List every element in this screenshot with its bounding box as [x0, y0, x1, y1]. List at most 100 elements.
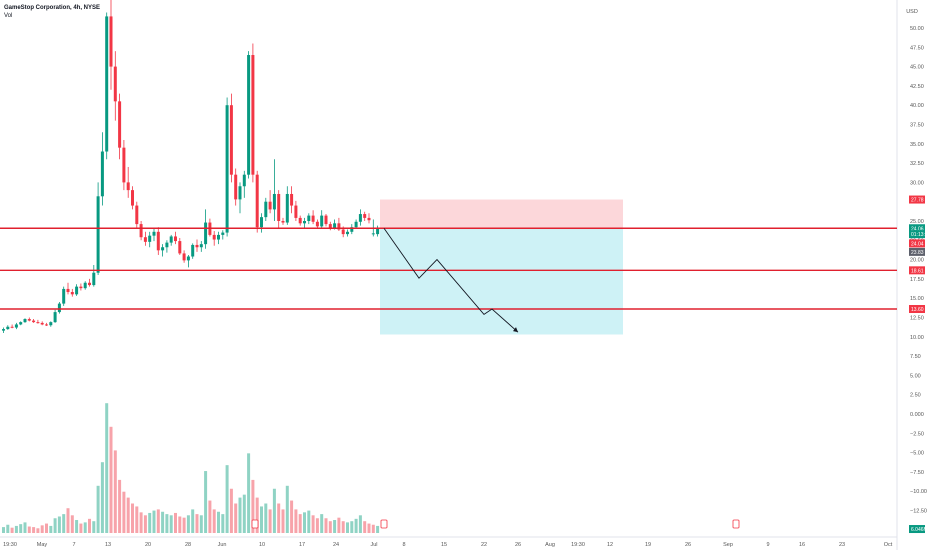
- symbol-title: GameStop Corporation, 4h, NYSE: [4, 5, 101, 11]
- candle: [79, 283, 83, 291]
- projection-path[interactable]: [383, 227, 519, 333]
- candle-body: [122, 147, 126, 183]
- volume-bar: [96, 485, 100, 533]
- volume-bar: [272, 488, 276, 533]
- volume-bar: [113, 450, 117, 533]
- volume-bar: [212, 509, 216, 533]
- candle: [234, 168, 238, 206]
- time-tick-label: 19:30: [571, 542, 585, 548]
- candle: [27, 317, 31, 322]
- price-tick-label: 35.00: [910, 142, 924, 148]
- time-tick-label: 28: [185, 542, 191, 548]
- price-tick-label: −2.50: [910, 431, 924, 437]
- price-tag: 13.60: [909, 305, 925, 314]
- volume-bar: [208, 500, 212, 533]
- candle: [264, 197, 268, 221]
- candle: [324, 214, 328, 227]
- volume-bar: [70, 515, 74, 533]
- volume-bar: [354, 518, 358, 533]
- candle-body: [255, 174, 259, 228]
- candle-body: [195, 244, 199, 248]
- candle: [109, 0, 113, 90]
- candle-body: [354, 221, 358, 228]
- candle-body: [118, 101, 122, 148]
- candle: [32, 319, 36, 323]
- candle: [255, 170, 259, 233]
- price-tick-label: 15.00: [910, 296, 924, 302]
- candle-body: [57, 303, 61, 313]
- candle: [2, 327, 5, 333]
- candle-body: [272, 193, 276, 210]
- event-marker-icon[interactable]: [380, 519, 388, 529]
- candle-body: [135, 205, 139, 225]
- stop-loss-zone[interactable]: [380, 199, 623, 229]
- candle: [182, 250, 186, 263]
- candle-body: [333, 223, 337, 228]
- candle-body: [113, 66, 117, 102]
- price-tick-label: 30.00: [910, 180, 924, 186]
- price-tag: 24.04: [909, 239, 925, 248]
- time-tick-label: 7: [72, 542, 75, 548]
- candle: [311, 210, 315, 225]
- candle-body: [324, 215, 328, 225]
- candle: [178, 237, 182, 255]
- time-tick-label: Jun: [218, 542, 227, 548]
- volume-bar: [320, 514, 324, 533]
- candle: [225, 97, 229, 237]
- candle: [70, 288, 74, 297]
- candle-body: [320, 215, 324, 227]
- event-marker-icon[interactable]: [732, 519, 740, 529]
- candle-body: [298, 217, 302, 224]
- candle: [152, 227, 156, 242]
- candle-body: [14, 324, 18, 328]
- price-tag-label: 6.046M: [911, 527, 928, 533]
- time-tick-label: 10: [259, 542, 265, 548]
- candle-body: [225, 105, 229, 233]
- candle: [165, 240, 169, 253]
- volume-bar: [225, 465, 229, 533]
- candle-body: [161, 247, 165, 251]
- volume-bar: [290, 500, 294, 533]
- volume-bar: [165, 514, 169, 533]
- candle: [36, 319, 40, 324]
- volume-bar: [40, 525, 44, 533]
- volume-bar: [79, 523, 83, 533]
- time-tick-label: Sep: [723, 542, 733, 548]
- volume-bar: [337, 517, 341, 533]
- candle: [75, 284, 79, 296]
- price-tag-label: 24.06: [911, 226, 924, 232]
- take-profit-zone[interactable]: [380, 228, 623, 335]
- candle-body: [143, 237, 147, 242]
- price-tag: 24.06: [909, 224, 925, 233]
- volume-bar: [238, 497, 242, 533]
- candle-body: [100, 151, 104, 197]
- volume-bar: [10, 527, 14, 533]
- candle: [14, 322, 18, 330]
- volume-bar: [2, 527, 5, 533]
- volume-bar: [57, 516, 61, 533]
- candle-body: [251, 55, 255, 175]
- event-marker-icon[interactable]: [251, 519, 259, 529]
- candle: [281, 217, 285, 225]
- candle-body: [290, 193, 294, 206]
- candle: [204, 209, 208, 249]
- volume-bar: [264, 503, 268, 533]
- time-tick-label: 13: [105, 542, 111, 548]
- candle-body: [294, 205, 298, 218]
- volume-bar: [174, 512, 177, 533]
- candle: [191, 243, 195, 259]
- candle: [290, 186, 294, 214]
- time-tick-label: 16: [799, 542, 805, 548]
- candle: [354, 219, 358, 229]
- volume-bar: [152, 510, 156, 533]
- candle-body: [10, 326, 14, 328]
- price-tag-bg: [909, 195, 925, 204]
- candle: [337, 217, 341, 232]
- volume-bar: [363, 521, 367, 533]
- volume-bar: [32, 527, 36, 533]
- price-tag: 01:13:52: [909, 230, 931, 239]
- volume-bar: [255, 497, 259, 533]
- volume-bar: [23, 522, 27, 533]
- candle-body: [2, 329, 5, 331]
